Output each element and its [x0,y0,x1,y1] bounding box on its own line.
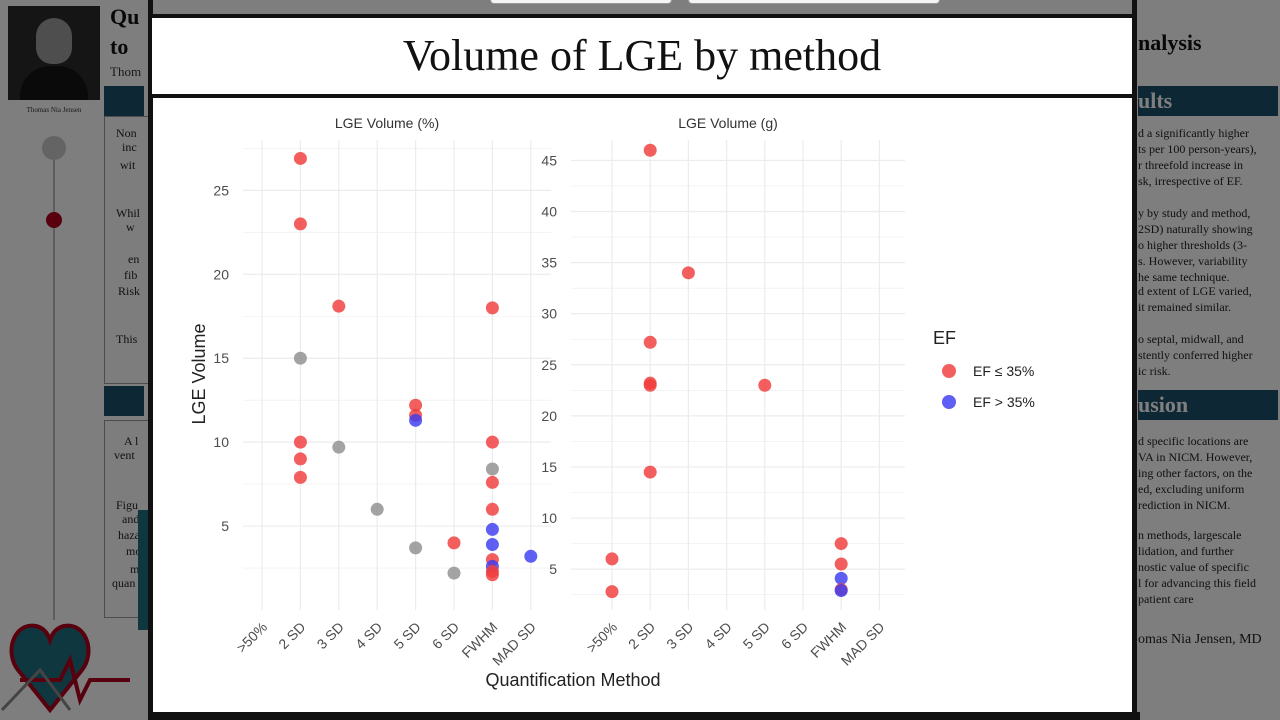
legend-marker [942,395,956,409]
y-tick-label: 30 [541,306,557,322]
y-tick-label: 45 [541,152,557,168]
top-tab-right[interactable] [688,0,940,4]
y-tick-label: 10 [213,434,229,450]
x-tick-label: >50% [583,619,620,656]
data-point [485,435,499,449]
x-tick-label: 5 SD [740,619,773,652]
y-tick-label: 25 [541,357,557,373]
x-tick-label: >50% [233,619,270,656]
y-tick-label: 15 [541,459,557,475]
data-point [409,541,423,555]
data-point [409,398,423,412]
modal-title: Volume of LGE by method [402,31,882,80]
modal-bottom-border [148,712,1140,720]
facet-title: LGE Volume (g) [678,115,778,131]
facet-title: LGE Volume (%) [335,115,439,131]
x-tick-label: 4 SD [352,619,385,652]
data-point [605,585,619,599]
modal-right-border [1132,0,1137,720]
chart-panel: 5 10 15 20 25 >50% 2 SD 3 SD 4 SD 5 SD 6 SD FWHM MAD… [153,98,1132,712]
legend-title: EF [933,328,956,348]
data-point [293,452,307,466]
data-point [485,462,499,476]
modal-top-border [152,14,1136,18]
data-point [758,378,772,392]
y-tick-label: 5 [549,561,557,577]
x-tick-label: 3 SD [663,619,696,652]
data-point [485,502,499,516]
data-point [834,584,848,598]
data-point [605,552,619,566]
y-tick-label: 10 [541,510,557,526]
x-tick-label: 6 SD [778,619,811,652]
data-point [485,538,499,552]
x-tick-label: 5 SD [390,619,423,652]
data-point [447,566,461,580]
legend-label: EF > 35% [973,394,1035,410]
data-point [643,378,657,392]
data-point [485,522,499,536]
data-point [447,536,461,550]
top-tab-left[interactable] [490,0,672,4]
data-point [293,351,307,365]
data-point [643,335,657,349]
data-point [834,557,848,571]
y-tick-label: 15 [213,350,229,366]
y-tick-label: 25 [213,182,229,198]
x-axis-title: Quantification Method [485,670,660,690]
data-point [370,502,384,516]
data-point [834,537,848,551]
x-tick-label: 2 SD [275,619,308,652]
x-tick-label: 6 SD [429,619,462,652]
data-point [293,470,307,484]
data-point [485,475,499,489]
data-point [643,143,657,157]
data-point [485,568,499,582]
data-point [834,571,848,585]
y-tick-label: 20 [213,266,229,282]
data-point [524,549,538,563]
data-point [293,151,307,165]
data-point [485,301,499,315]
modal-title-box: Volume of LGE by method [152,18,1132,98]
data-point [293,217,307,231]
data-point [409,413,423,427]
data-point [293,435,307,449]
data-point [332,299,346,313]
data-point [643,465,657,479]
x-tick-label: 4 SD [701,619,734,652]
y-tick-label: 5 [221,518,229,534]
x-tick-label: 2 SD [625,619,658,652]
y-tick-label: 35 [541,255,557,271]
y-tick-label: 20 [541,408,557,424]
x-tick-label: 3 SD [314,619,347,652]
legend-marker [942,364,956,378]
modal-left-border [148,0,153,720]
y-axis-title: LGE Volume [189,323,209,424]
data-point [332,440,346,454]
legend-label: EF ≤ 35% [973,363,1034,379]
data-point [681,266,695,280]
y-tick-label: 40 [541,204,557,220]
